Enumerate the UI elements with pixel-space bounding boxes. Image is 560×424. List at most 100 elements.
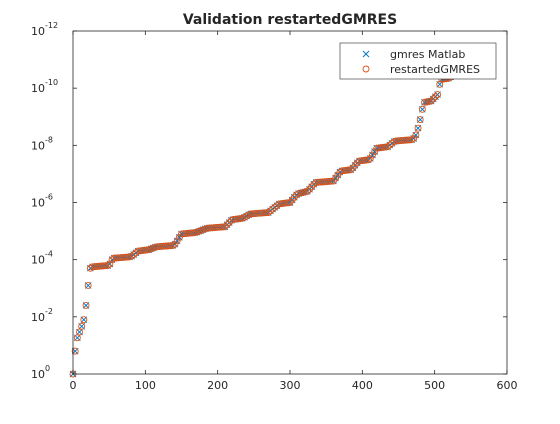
data-point-circle xyxy=(395,137,402,145)
data-point-circle xyxy=(264,209,272,216)
legend-marker xyxy=(362,50,370,58)
data-point-circle xyxy=(158,242,166,250)
data-point-circle xyxy=(91,263,99,271)
data-point-circle xyxy=(223,221,231,229)
data-point-circle xyxy=(312,178,320,186)
data-point-circle xyxy=(171,240,179,248)
data-point-circle xyxy=(162,242,170,250)
data-point-circle xyxy=(251,210,259,217)
data-point-circle xyxy=(160,242,168,250)
legend-box xyxy=(339,42,497,80)
data-point-circle xyxy=(232,215,240,223)
data-point-circle xyxy=(316,178,324,186)
data-point-circle xyxy=(319,178,326,186)
data-point-circle xyxy=(377,144,385,152)
y-tick-label: 10 xyxy=(31,82,45,95)
data-point-circle xyxy=(110,254,118,262)
data-point-circle xyxy=(206,224,214,232)
data-point-circle xyxy=(340,167,348,175)
data-point-circle xyxy=(379,143,387,151)
data-point-circle xyxy=(86,264,94,272)
data-point-circle xyxy=(117,254,125,262)
data-point-circle xyxy=(217,223,225,231)
data-point-circle xyxy=(230,216,238,223)
data-point-circle xyxy=(303,187,311,195)
data-point-circle xyxy=(175,233,183,241)
series-marks xyxy=(69,67,468,378)
data-point-circle xyxy=(138,247,146,254)
data-point-circle xyxy=(405,136,413,144)
y-tick-exponent: -6 xyxy=(45,193,53,202)
data-point-circle xyxy=(262,209,270,217)
data-point-circle xyxy=(254,209,261,217)
data-point-circle xyxy=(180,230,188,238)
data-point-circle xyxy=(182,230,190,237)
x-tick-label: 500 xyxy=(424,379,445,392)
data-point-circle xyxy=(358,157,366,165)
data-point-circle xyxy=(112,254,120,262)
data-point-circle xyxy=(310,180,318,188)
data-point-circle xyxy=(360,156,368,164)
series-restartedgmres xyxy=(69,67,468,378)
y-tick-label: 10 xyxy=(31,197,45,210)
data-point-circle xyxy=(188,229,196,237)
data-point-circle xyxy=(355,157,363,165)
data-point-circle xyxy=(434,91,442,99)
data-point-circle xyxy=(429,95,437,103)
data-point-circle xyxy=(186,229,194,237)
data-point-circle xyxy=(267,207,274,215)
data-point-circle xyxy=(119,253,127,261)
data-point-circle xyxy=(84,281,92,289)
data-point-circle xyxy=(418,105,426,113)
data-point-circle xyxy=(104,262,112,269)
data-point-circle xyxy=(353,159,361,167)
data-point-circle xyxy=(416,116,424,124)
data-point-circle xyxy=(275,200,283,208)
data-point-circle xyxy=(323,178,331,186)
data-point-circle xyxy=(369,151,376,159)
data-point-circle xyxy=(371,148,379,156)
data-point-circle xyxy=(214,223,222,231)
data-point-circle xyxy=(382,143,389,151)
legend: gmres Matlab restartedGMRES xyxy=(339,42,497,80)
series-gmres-matlab xyxy=(69,67,467,378)
y-tick-label: 10 xyxy=(31,311,45,324)
data-point-circle xyxy=(247,210,255,218)
data-point-circle xyxy=(89,263,96,271)
data-point-circle xyxy=(375,144,383,152)
data-point-circle xyxy=(366,155,374,162)
data-point-circle xyxy=(314,178,322,186)
data-point-circle xyxy=(210,224,218,232)
x-tick-label: 400 xyxy=(352,379,373,392)
data-point-circle xyxy=(132,249,140,257)
x-tick-label: 200 xyxy=(207,379,228,392)
data-point-circle xyxy=(95,262,103,270)
y-tick-exponent: -12 xyxy=(45,21,58,30)
data-point-circle xyxy=(321,178,329,186)
data-point-circle xyxy=(386,141,394,149)
data-point-circle xyxy=(269,205,277,213)
data-point-circle xyxy=(277,200,285,208)
data-point-circle xyxy=(184,229,192,237)
data-point-circle xyxy=(154,243,162,251)
data-point-circle xyxy=(123,253,131,261)
data-point-circle xyxy=(134,247,142,255)
y-tick-exponent: -10 xyxy=(45,78,58,87)
data-point-circle xyxy=(99,262,107,270)
data-point-circle xyxy=(236,215,244,223)
data-point-circle xyxy=(108,256,116,264)
data-point-circle xyxy=(280,199,287,207)
x-marker-stroke xyxy=(362,50,370,58)
data-point-circle xyxy=(130,251,138,258)
x-tick-label: 100 xyxy=(135,379,156,392)
data-point-circle xyxy=(256,209,264,217)
data-point-circle xyxy=(258,209,266,217)
data-point-circle xyxy=(260,209,268,217)
data-point-circle xyxy=(141,246,149,254)
x-tick-label: 0 xyxy=(70,379,77,392)
data-point-circle xyxy=(271,203,279,211)
data-point-circle xyxy=(121,253,129,261)
legend-marker xyxy=(362,65,370,73)
